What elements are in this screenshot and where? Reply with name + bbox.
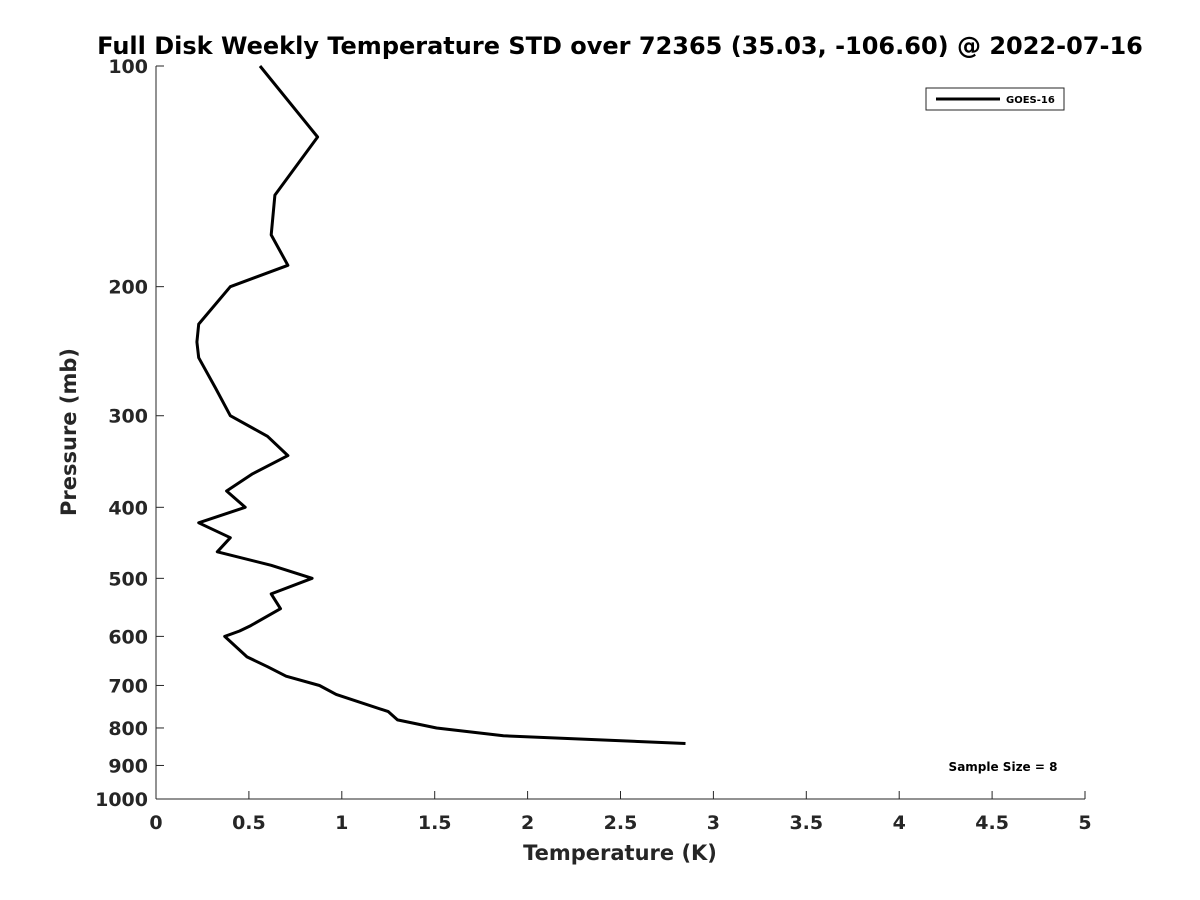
x-tick-label: 3	[707, 812, 720, 834]
legend-label-goes16: GOES-16	[1006, 95, 1055, 106]
x-tick-label: 2.5	[604, 812, 638, 834]
y-tick-label: 900	[108, 755, 148, 777]
y-tick-label: 500	[108, 568, 148, 590]
chart-title: Full Disk Weekly Temperature STD over 72…	[97, 32, 1143, 60]
y-tick-label: 100	[108, 56, 148, 78]
x-axis-ticks: 0 0.5 1 1.5 2 2.5 3 3.5 4 4.5 5	[149, 791, 1092, 834]
legend: GOES-16	[925, 87, 1065, 111]
x-tick-label: 0	[149, 812, 162, 834]
y-tick-label: 700	[108, 675, 148, 697]
x-axis-label: Temperature (K)	[523, 841, 717, 865]
x-tick-label: 3.5	[789, 812, 823, 834]
x-tick-label: 0.5	[232, 812, 266, 834]
y-tick-label: 200	[108, 277, 148, 299]
sample-size-annotation: Sample Size = 8	[949, 760, 1058, 774]
y-axis-label: Pressure (mb)	[57, 348, 81, 516]
y-axis-ticks: 100 200 300 400 500 600 700 800 900 1000	[95, 56, 164, 811]
x-tick-label: 4.5	[975, 812, 1009, 834]
series-line-goes16	[195, 65, 686, 745]
x-tick-label: 4	[893, 812, 906, 834]
y-tick-label: 800	[108, 718, 148, 740]
x-tick-label: 1.5	[418, 812, 452, 834]
x-tick-label: 2	[521, 812, 534, 834]
x-tick-label: 1	[335, 812, 348, 834]
y-tick-label: 600	[108, 626, 148, 648]
y-tick-label: 300	[108, 406, 148, 428]
plot-area	[156, 66, 1085, 799]
x-tick-label: 5	[1078, 812, 1091, 834]
y-tick-label: 1000	[95, 789, 148, 811]
y-tick-label: 400	[108, 497, 148, 519]
